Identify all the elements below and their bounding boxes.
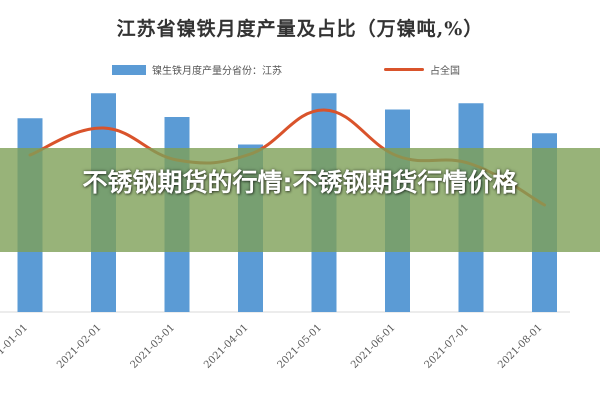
legend-line-label: 占全国	[430, 66, 460, 77]
x-tick-label: 2021-05-01	[276, 322, 325, 371]
chart-title: 江苏省镍铁月度产量及占比（万镍吨,%）	[116, 18, 484, 40]
x-tick-label: 2021-03-01	[129, 322, 178, 371]
x-tick-label: 2021-04-01	[202, 322, 251, 371]
legend-bar-label: 镍生铁月度产量分省份：江苏	[152, 66, 282, 77]
overlay-banner: 不锈钢期货的行情:不锈钢期货行情价格	[0, 148, 600, 252]
legend-item-bar-series: 镍生铁月度产量分省份：江苏	[112, 62, 282, 77]
x-tick-label: 2021-07-01	[423, 322, 472, 371]
legend-bar-swatch	[112, 64, 146, 75]
legend-line-swatch	[384, 68, 424, 71]
x-tick-label: 2021-08-01	[496, 322, 545, 371]
banner-headline: 不锈钢期货的行情:不锈钢期货行情价格	[82, 168, 518, 197]
x-tick-label: 2021-01-01	[0, 322, 30, 371]
x-tick-label: 2021-02-01	[55, 322, 104, 371]
legend-item-line-series: 占全国	[384, 62, 460, 77]
x-tick-label: 2021-06-01	[349, 322, 398, 371]
chart-legend: 镍生铁月度产量分省份：江苏 占全国	[0, 62, 600, 78]
